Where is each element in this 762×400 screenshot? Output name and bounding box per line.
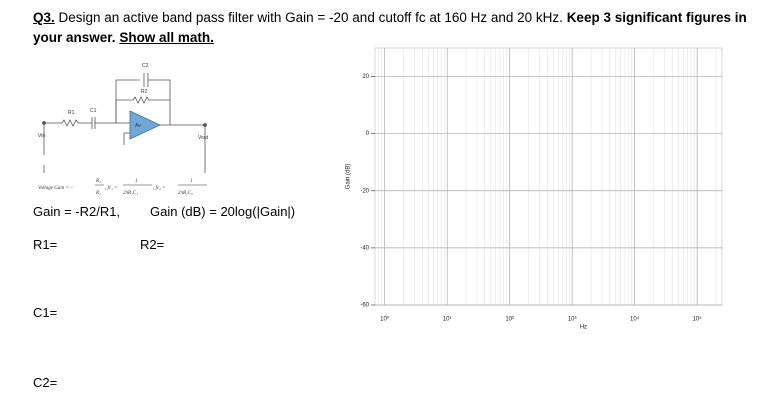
circuit: C2 R2 R1 C1 Av Vin Vout Voltage Gain = −…: [38, 63, 209, 196]
question: Q3. Design an active band pass filter wi…: [33, 8, 753, 48]
label: Av: [135, 123, 141, 129]
question-number: Q3.: [33, 10, 55, 25]
y-tick-label: 20: [362, 74, 369, 80]
x-axis-label: Hz: [580, 325, 587, 331]
formula-part: R₂: [95, 179, 101, 184]
formula-part: , fc₁ =: [105, 186, 117, 191]
label: R1: [68, 110, 75, 116]
op-amp: [129, 110, 161, 140]
formula-part: R₁: [95, 191, 101, 196]
answer-label: C2=: [33, 375, 58, 390]
y-tick-label: 0: [366, 131, 370, 137]
question-text: Design an active band pass filter with G…: [54, 10, 567, 25]
label: C2: [142, 63, 149, 69]
formula-part: , fc₂ =: [153, 186, 165, 191]
instruction: Show all math.: [119, 30, 214, 45]
gain-db-text: Gain (dB) = 20log(|Gain|): [150, 204, 296, 219]
formula-part: Voltage Gain = −: [38, 186, 74, 191]
r2-branch: [115, 96, 170, 123]
answer-label: R2=: [140, 237, 165, 252]
formula: Voltage Gain = − R₂ R₁ , fc₁ = 1 2πR₁C₁ …: [38, 179, 207, 196]
y-tick-label: -40: [360, 245, 369, 251]
c2-branch: [115, 73, 171, 123]
wires: [43, 123, 206, 173]
emphasis: Keep 3 significant figures in your answe…: [33, 10, 747, 45]
y-axis-label: Gain (dB): [346, 164, 352, 190]
formula-part: 1: [190, 179, 193, 184]
answer-label: C1=: [33, 305, 58, 320]
x-tick-label: 10²: [505, 317, 514, 323]
formula-part: 1: [135, 179, 138, 184]
gain-text: Gain = -R2/R1,: [33, 204, 121, 219]
answer-label: R1=: [33, 237, 58, 252]
plot-area: [374, 47, 723, 306]
formula-part: 2πR₂C₂: [178, 191, 193, 196]
graph: 10⁰ 10¹ 10² 10³ 10⁴ 10⁵ 20 0 -20 -40 -60 Hz Gain (dB…: [346, 47, 723, 331]
node: [42, 121, 46, 125]
x-tick-label: 10⁴: [630, 316, 640, 323]
y-tick-label: -60: [360, 303, 369, 309]
node: [203, 123, 207, 127]
label: Vout: [198, 135, 209, 141]
y-tick-label: -20: [360, 188, 369, 194]
label: R2: [141, 89, 148, 95]
x-tick-label: 10⁰: [380, 316, 390, 323]
x-tick-label: 10³: [568, 317, 577, 323]
x-tick-label: 10⁵: [693, 316, 703, 323]
label: C1: [90, 108, 97, 114]
label: Vin: [38, 133, 45, 139]
input-branch: [44, 117, 130, 129]
x-tick-label: 10¹: [443, 317, 452, 323]
formula-part: 2πR₁C₁: [123, 191, 138, 196]
